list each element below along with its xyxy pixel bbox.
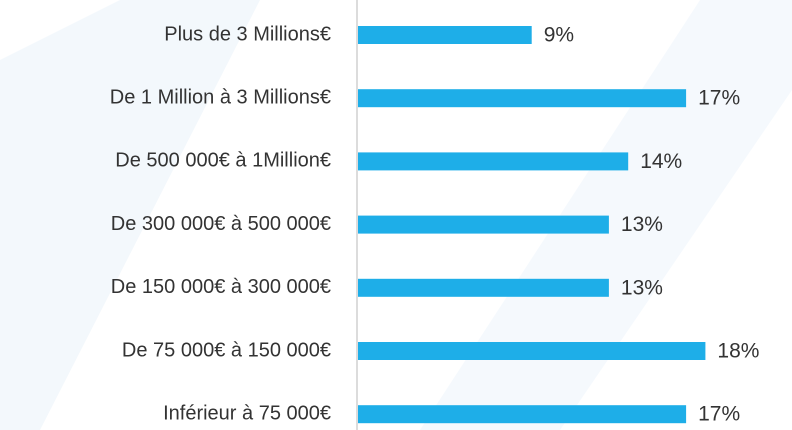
bar [358,405,687,424]
value-label: 13% [621,213,663,236]
value-label: 14% [640,150,682,173]
value-label: 18% [717,340,759,363]
bar [358,278,609,297]
value-label: 9% [544,24,574,47]
category-label: De 150 000€ à 300 000€ [111,276,331,298]
value-label: 13% [621,276,663,299]
value-label: 17% [698,403,740,426]
category-label: De 300 000€ à 500 000€ [111,213,331,235]
category-label: Inférieur à 75 000€ [163,402,331,424]
bar [358,215,609,234]
bar [358,342,706,360]
category-label: De 500 000€ à 1Million€ [115,150,331,172]
bar [358,152,629,171]
category-label: Plus de 3 Millions€ [164,23,331,45]
category-label: De 1 Million à 3 Millions€ [110,86,331,108]
value-label: 17% [698,87,740,110]
bar [358,89,687,108]
bar [358,26,532,44]
category-label: De 75 000€ à 150 000€ [122,339,331,361]
